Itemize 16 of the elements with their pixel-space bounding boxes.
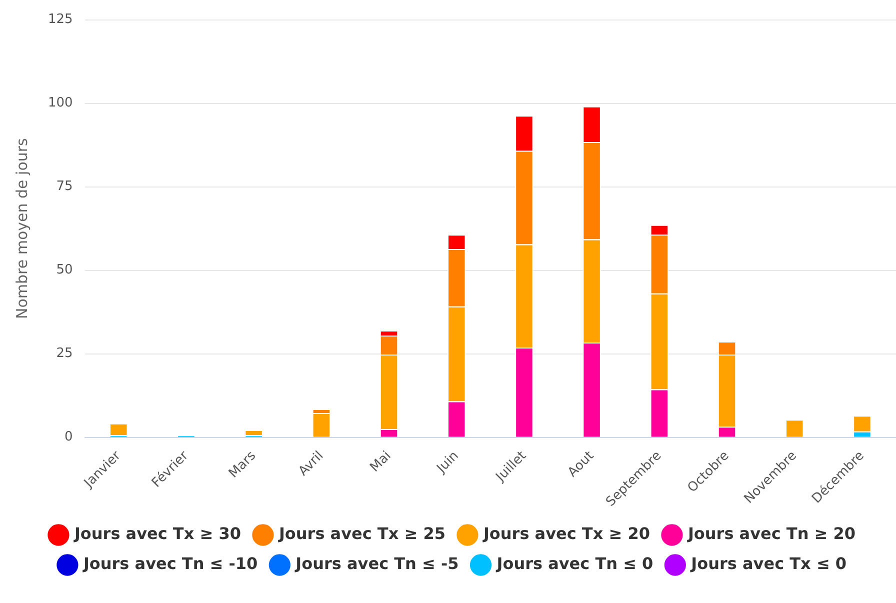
y-tick-label: 25 bbox=[56, 346, 73, 362]
y-axis-title: Nombre moyen de jours bbox=[12, 138, 31, 320]
y-tick-label: 75 bbox=[56, 179, 73, 194]
x-tick-label: Mai bbox=[367, 448, 394, 476]
legend-label: Jours avec Tx ≥ 20 bbox=[482, 524, 650, 544]
legend-label: Jours avec Tn ≥ 20 bbox=[686, 524, 856, 544]
legend-label: Jours avec Tn ≤ 0 bbox=[496, 554, 654, 574]
legend-label: Jours avec Tx ≤ 0 bbox=[690, 554, 847, 574]
y-tick-label: 50 bbox=[56, 262, 73, 278]
legend-label: Jours avec Tn ≤ -5 bbox=[294, 554, 459, 574]
legend-label: Jours avec Tx ≥ 25 bbox=[278, 524, 446, 544]
y-tick-label: 100 bbox=[48, 96, 73, 111]
legend-label: Jours avec Tx ≥ 30 bbox=[73, 524, 241, 544]
legend-label: Jours avec Tn ≤ -10 bbox=[82, 554, 258, 574]
y-tick-label: 0 bbox=[64, 430, 73, 445]
y-tick-label: 125 bbox=[48, 12, 73, 28]
